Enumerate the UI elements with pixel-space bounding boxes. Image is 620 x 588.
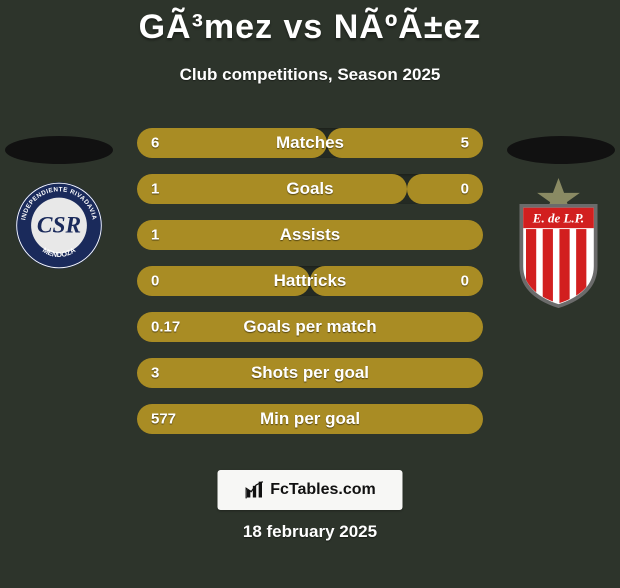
page-title: GÃ³mez vs NÃºÃ±ez — [0, 8, 620, 47]
stat-label: Min per goal — [137, 409, 483, 429]
stat-row: 0.17Goals per match — [137, 312, 483, 342]
stats-bars: 65Matches 10Goals 1Assists 00Hattricks 0.17G… — [137, 128, 483, 450]
stat-label: Hattricks — [137, 271, 483, 291]
stat-label: Goals per match — [137, 317, 483, 337]
player-shadow-left — [5, 136, 113, 164]
stat-label: Assists — [137, 225, 483, 245]
stat-label: Shots per goal — [137, 363, 483, 383]
estudiantes-lp-icon: E. de L.P. — [511, 178, 606, 308]
stat-row: 00Hattricks — [137, 266, 483, 296]
player-shadow-right — [507, 136, 615, 164]
stat-row: 10Goals — [137, 174, 483, 204]
stat-row: 1Assists — [137, 220, 483, 250]
stat-label: Goals — [137, 179, 483, 199]
club-crest-left: INDEPENDIENTE RIVADAVIA MENDOZA CSR — [14, 178, 104, 273]
date-label: 18 february 2025 — [0, 522, 620, 542]
fctables-label: FcTables.com — [270, 481, 376, 499]
svg-text:E. de L.P.: E. de L.P. — [532, 211, 584, 226]
stat-row: 577Min per goal — [137, 404, 483, 434]
svg-text:CSR: CSR — [37, 213, 81, 239]
comparison-stage: INDEPENDIENTE RIVADAVIA MENDOZA CSR — [0, 118, 620, 458]
stat-label: Matches — [137, 133, 483, 153]
subtitle: Club competitions, Season 2025 — [0, 65, 620, 85]
bar-chart-icon — [244, 480, 264, 500]
independiente-rivadavia-icon: INDEPENDIENTE RIVADAVIA MENDOZA CSR — [14, 178, 104, 273]
stat-row: 65Matches — [137, 128, 483, 158]
stat-row: 3Shots per goal — [137, 358, 483, 388]
club-crest-right: E. de L.P. — [511, 178, 606, 308]
fctables-badge[interactable]: FcTables.com — [218, 470, 403, 510]
